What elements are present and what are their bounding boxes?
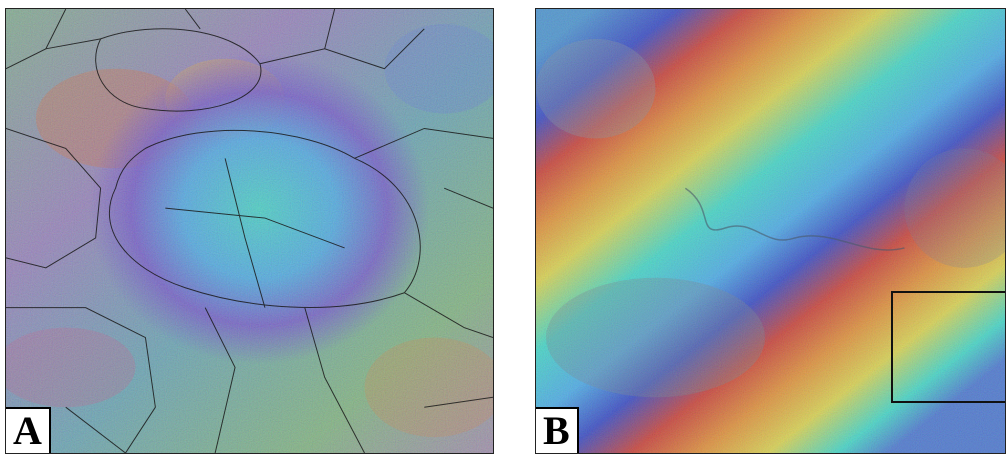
inset-frame	[891, 291, 1005, 403]
panel-label-b: B	[536, 407, 579, 453]
interferogram-panel-a: A	[5, 8, 494, 454]
interferogram-image-a	[6, 9, 493, 453]
interferogram-panel-b: B	[535, 8, 1006, 454]
interferogram-image-b	[536, 9, 1005, 453]
panel-label-a: A	[6, 407, 51, 453]
